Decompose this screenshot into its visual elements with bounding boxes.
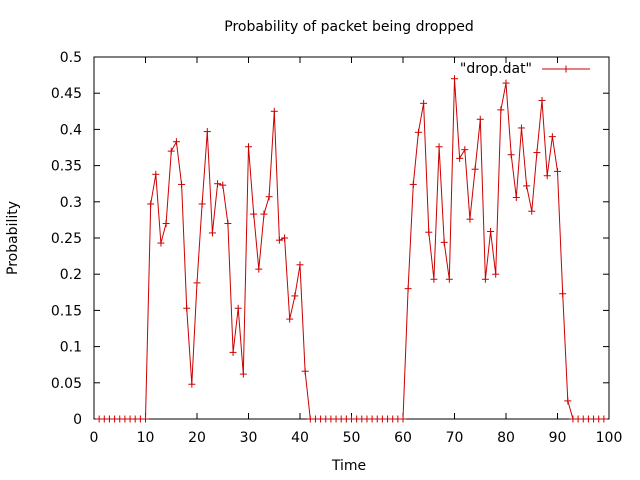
- data-point: [203, 128, 211, 136]
- data-point: [183, 304, 191, 312]
- y-tick-label: 0.15: [51, 303, 82, 319]
- data-point: [162, 220, 170, 228]
- legend-label: "drop.dat": [460, 61, 532, 77]
- data-point: [172, 138, 180, 146]
- data-point: [275, 236, 283, 244]
- data-point: [399, 415, 407, 423]
- data-point: [301, 367, 309, 375]
- data-point: [451, 75, 458, 83]
- y-tick-label: 0.1: [60, 340, 82, 356]
- data-point: [512, 193, 520, 201]
- data-point: [147, 200, 155, 208]
- data-point: [219, 181, 227, 189]
- legend-marker: [562, 65, 570, 73]
- x-axis-label: Time: [331, 458, 366, 474]
- data-point: [507, 151, 515, 159]
- x-tick-label: 80: [497, 430, 515, 446]
- y-tick-label: 0.35: [51, 159, 82, 175]
- data-point: [600, 415, 608, 423]
- data-point: [291, 292, 299, 300]
- data-point: [533, 149, 541, 157]
- x-tick-label: 100: [596, 430, 623, 446]
- data-point: [157, 239, 165, 247]
- data-point: [198, 200, 206, 208]
- data-point: [554, 167, 561, 175]
- data-point: [152, 170, 160, 178]
- legend: "drop.dat": [460, 61, 590, 77]
- data-point: [193, 279, 201, 287]
- x-tick-label: 90: [549, 430, 567, 446]
- data-point: [250, 210, 258, 218]
- data-point: [404, 285, 412, 293]
- y-tick-label: 0.4: [60, 122, 82, 138]
- data-point: [487, 227, 495, 235]
- x-tick-label: 30: [240, 430, 258, 446]
- data-point: [409, 180, 417, 188]
- y-tick-label: 0.2: [60, 267, 82, 283]
- data-point: [502, 79, 510, 87]
- data-point: [229, 348, 237, 356]
- data-point: [224, 220, 232, 228]
- data-point: [481, 275, 489, 283]
- data-point: [414, 128, 422, 136]
- data-point: [559, 290, 567, 298]
- y-tick-label: 0.5: [60, 50, 82, 66]
- x-tick-label: 40: [291, 430, 309, 446]
- data-point: [286, 315, 294, 323]
- data-point: [456, 154, 464, 162]
- data-point: [425, 228, 433, 236]
- y-axis-label: Probability: [5, 201, 21, 275]
- data-point: [548, 133, 556, 141]
- data-point: [543, 172, 551, 180]
- x-tick-label: 70: [446, 430, 464, 446]
- x-tick-label: 50: [343, 430, 361, 446]
- chart-title: Probability of packet being dropped: [224, 19, 474, 35]
- data-point: [245, 143, 252, 151]
- data-point: [255, 265, 263, 273]
- data-point: [466, 215, 474, 223]
- data-point: [445, 275, 453, 283]
- data-point: [440, 238, 448, 246]
- y-tick-label: 0.45: [51, 86, 82, 102]
- data-point: [528, 207, 536, 215]
- data-point: [265, 193, 273, 201]
- data-point: [517, 124, 525, 132]
- data-point: [296, 261, 304, 269]
- data-point: [188, 380, 196, 388]
- y-tick-label: 0.3: [60, 195, 82, 211]
- data-point: [281, 234, 289, 242]
- data-point: [142, 415, 149, 423]
- data-point: [167, 147, 175, 155]
- data-point: [239, 370, 247, 378]
- data-point: [497, 106, 505, 114]
- x-tick-label: 20: [188, 430, 206, 446]
- data-point: [260, 210, 268, 218]
- data-point: [471, 165, 479, 173]
- plot-frame: [93, 56, 610, 420]
- data-point: [214, 180, 222, 188]
- data-point: [492, 270, 500, 278]
- data-point: [564, 397, 572, 405]
- data-point: [523, 182, 531, 190]
- x-tick-label: 10: [137, 430, 155, 446]
- data-point: [270, 107, 278, 115]
- axis-ticks: 0 10 20 30 40 50 60 70 80 90 100 0 0.05 0.1 0.15 0.2 0.2…: [51, 50, 623, 446]
- data-point: [476, 115, 484, 123]
- x-tick-label: 60: [394, 430, 412, 446]
- y-tick-label: 0.25: [51, 231, 82, 247]
- x-tick-label: 0: [90, 430, 99, 446]
- data-point: [538, 96, 546, 104]
- data-point: [435, 143, 443, 151]
- y-tick-label: 0: [73, 412, 82, 428]
- data-point: [461, 146, 469, 154]
- data-point: [234, 304, 242, 312]
- data-point: [420, 99, 428, 107]
- series-group: [95, 75, 608, 423]
- data-point: [430, 275, 438, 283]
- series-line: [99, 78, 604, 420]
- data-point: [178, 180, 186, 188]
- data-point: [208, 229, 216, 237]
- y-tick-label: 0.05: [51, 376, 82, 392]
